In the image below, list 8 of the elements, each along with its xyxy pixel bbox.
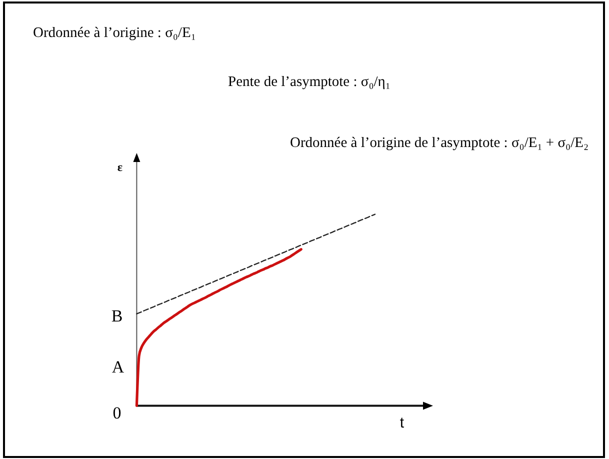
text: 0 [112,404,122,422]
y-axis-title: ε [117,160,123,174]
text: B [111,306,123,326]
text: Ordonnée à l’origine de l’asymptote : σ₀/E₁ + σ₀/E₂ [290,135,589,151]
text: Pente de l’asymptote : σ₀/η₁ [228,74,390,90]
text: Ordonnée à l’origine : σ₀/E₁ [33,25,196,41]
x-axis-title: t [400,414,405,432]
text: A [112,358,125,376]
